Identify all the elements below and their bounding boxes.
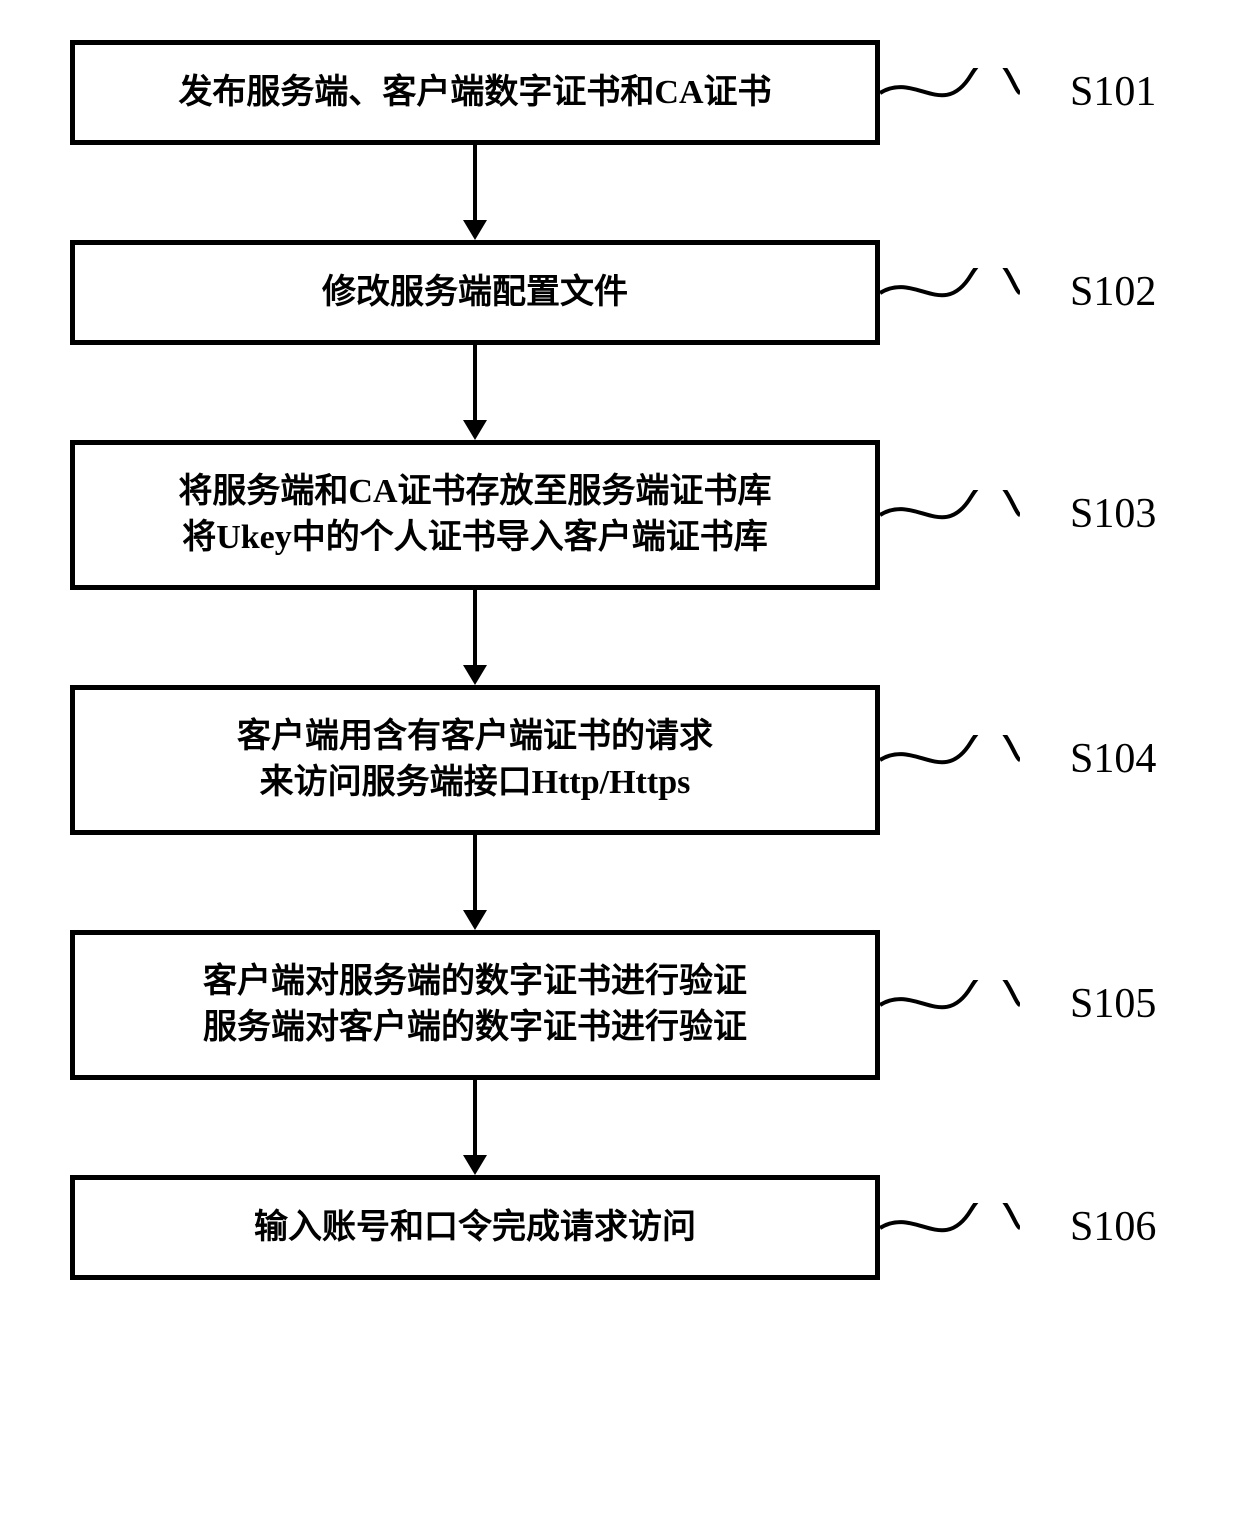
flow-arrow bbox=[455, 1080, 495, 1175]
flowchart-step-s103: 将服务端和CA证书存放至服务端证书库 将Ukey中的个人证书导入客户端证书库 bbox=[70, 440, 880, 590]
step-text: 客户端对服务端的数字证书进行验证 服务端对客户端的数字证书进行验证 bbox=[203, 959, 747, 1051]
squiggle-connector bbox=[880, 1203, 1020, 1253]
squiggle-connector bbox=[880, 68, 1020, 118]
flow-arrow bbox=[455, 590, 495, 685]
step-label-s104: S104 bbox=[1070, 735, 1156, 783]
step-text: 客户端用含有客户端证书的请求 来访问服务端接口Http/Https bbox=[237, 714, 713, 806]
squiggle-connector bbox=[880, 735, 1020, 785]
step-label-s103: S103 bbox=[1070, 490, 1156, 538]
step-label-s105: S105 bbox=[1070, 980, 1156, 1028]
flowchart-step-s102: 修改服务端配置文件 bbox=[70, 240, 880, 345]
flow-arrow bbox=[455, 145, 495, 240]
step-text: 发布服务端、客户端数字证书和CA证书 bbox=[178, 70, 771, 116]
flowchart-step-s101: 发布服务端、客户端数字证书和CA证书 bbox=[70, 40, 880, 145]
flow-arrow bbox=[455, 835, 495, 930]
flowchart-step-s104: 客户端用含有客户端证书的请求 来访问服务端接口Http/Https bbox=[70, 685, 880, 835]
step-label-s106: S106 bbox=[1070, 1203, 1156, 1251]
step-text: 修改服务端配置文件 bbox=[322, 270, 628, 316]
step-text: 输入账号和口令完成请求访问 bbox=[254, 1205, 696, 1251]
step-text: 将服务端和CA证书存放至服务端证书库 将Ukey中的个人证书导入客户端证书库 bbox=[178, 469, 771, 561]
flowchart-step-s106: 输入账号和口令完成请求访问 bbox=[70, 1175, 880, 1280]
squiggle-connector bbox=[880, 268, 1020, 318]
squiggle-connector bbox=[880, 490, 1020, 540]
step-label-s101: S101 bbox=[1070, 68, 1156, 116]
step-label-s102: S102 bbox=[1070, 268, 1156, 316]
squiggle-connector bbox=[880, 980, 1020, 1030]
flowchart-step-s105: 客户端对服务端的数字证书进行验证 服务端对客户端的数字证书进行验证 bbox=[70, 930, 880, 1080]
flowchart-canvas: 发布服务端、客户端数字证书和CA证书 S101 修改服务端配置文件 S102 将服务端和… bbox=[0, 0, 1240, 1539]
flow-arrow bbox=[455, 345, 495, 440]
